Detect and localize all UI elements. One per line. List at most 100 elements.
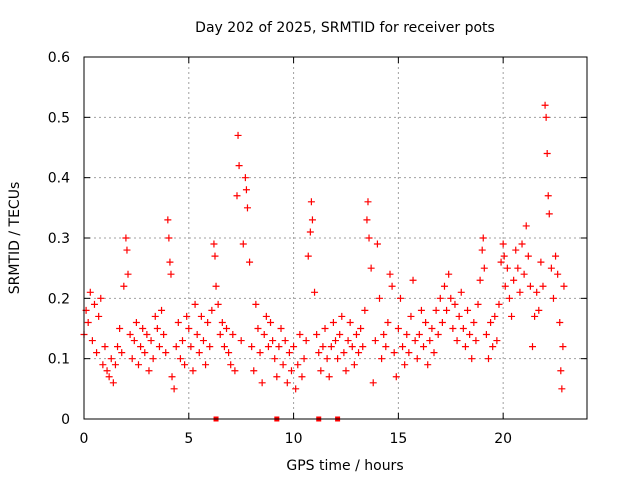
data-point <box>325 373 333 381</box>
data-point <box>208 306 216 314</box>
data-point <box>204 318 212 326</box>
data-point <box>185 325 193 332</box>
data-point <box>499 240 507 248</box>
data-point <box>317 367 325 375</box>
data-point <box>84 318 92 326</box>
data-point <box>455 312 463 320</box>
data-point <box>95 312 103 320</box>
data-point <box>503 264 511 272</box>
chart-title: Day 202 of 2025, SRMTID for receiver pot… <box>195 20 495 36</box>
x-tick-label: 20 <box>494 431 512 447</box>
data-point <box>123 246 131 254</box>
data-point <box>167 270 175 278</box>
data-point <box>543 150 551 158</box>
data-point <box>482 331 490 339</box>
data-point <box>242 186 250 194</box>
data-point <box>279 361 287 369</box>
data-point <box>160 331 168 339</box>
data-point <box>529 343 537 351</box>
data-point <box>549 294 557 302</box>
data-point <box>491 312 499 320</box>
data-point <box>321 325 329 332</box>
data-point <box>539 282 547 290</box>
x-tick-label: 15 <box>389 431 407 447</box>
data-point <box>170 385 178 393</box>
data-point <box>533 288 541 296</box>
data-point <box>459 325 467 332</box>
data-point <box>267 318 275 326</box>
data-point <box>285 349 293 357</box>
data-point <box>319 343 327 351</box>
data-point <box>478 246 486 254</box>
data-point <box>495 300 503 308</box>
data-point <box>367 264 375 272</box>
data-point <box>378 355 386 363</box>
y-tick-label: 0.3 <box>48 231 70 247</box>
data-point <box>401 361 409 369</box>
data-point <box>114 343 122 351</box>
data-point <box>165 234 173 242</box>
data-point <box>430 349 438 357</box>
x-tick-label: 0 <box>80 431 89 447</box>
data-point <box>340 349 348 357</box>
data-point <box>524 252 532 260</box>
data-point <box>174 318 182 326</box>
data-point <box>137 343 145 351</box>
data-point <box>176 355 184 363</box>
data-point <box>313 331 321 339</box>
y-tick-labels: 0 0.1 0.2 0.3 0.4 0.5 0.6 <box>48 50 70 428</box>
data-point <box>399 343 407 351</box>
data-point <box>234 131 242 139</box>
data-point <box>99 361 107 369</box>
data-point <box>384 318 392 326</box>
data-point <box>151 312 159 320</box>
data-point <box>363 216 371 224</box>
data-point <box>453 337 461 345</box>
data-point <box>510 276 518 284</box>
data-point <box>120 282 128 290</box>
data-point <box>544 192 552 200</box>
data-point <box>422 318 430 326</box>
data-point <box>355 349 363 357</box>
data-point <box>559 343 567 351</box>
data-point <box>443 306 451 314</box>
data-point <box>235 162 243 170</box>
data-point <box>153 325 161 332</box>
y-tick-label: 0.5 <box>48 110 70 126</box>
data-point <box>109 379 117 387</box>
x-axis-label: GPS time / hours <box>286 458 403 474</box>
data-point <box>233 192 241 200</box>
data-point <box>302 337 310 345</box>
data-point <box>386 270 394 278</box>
data-point <box>461 343 469 351</box>
data-point <box>382 343 390 351</box>
data-point <box>179 337 187 345</box>
data-point <box>300 355 308 363</box>
data-point <box>512 246 520 254</box>
data-point <box>193 331 201 339</box>
data-point <box>557 367 565 375</box>
data-point <box>361 306 369 314</box>
data-point <box>373 240 381 248</box>
data-point <box>202 361 210 369</box>
data-point <box>199 337 207 345</box>
data-point <box>522 222 530 230</box>
data-point <box>338 312 346 320</box>
y-tick-label: 0.1 <box>48 352 70 368</box>
x-tick-labels: 0 5 10 15 20 <box>80 431 513 447</box>
data-point <box>281 337 289 345</box>
data-point <box>197 312 205 320</box>
data-point <box>105 373 113 381</box>
data-point <box>428 325 436 332</box>
data-point <box>143 331 151 339</box>
data-point <box>111 361 119 369</box>
data-point <box>451 300 459 308</box>
data-point <box>187 343 195 351</box>
data-point <box>470 318 478 326</box>
data-point <box>476 276 484 284</box>
data-point <box>237 337 245 345</box>
data-point <box>172 343 180 351</box>
data-point <box>275 343 283 351</box>
data-point <box>552 252 560 260</box>
